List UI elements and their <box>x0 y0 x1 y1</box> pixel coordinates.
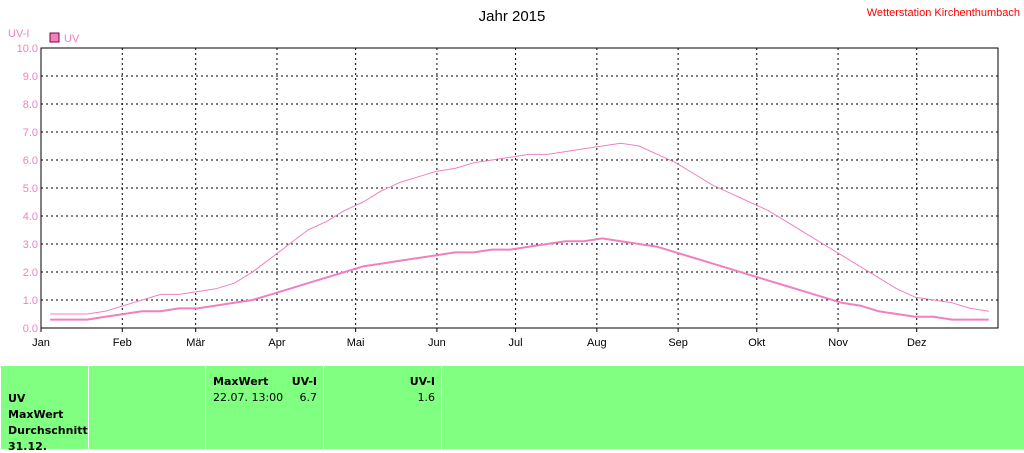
plot-frame <box>40 47 999 329</box>
y-tick-label: 10.0 <box>17 43 38 55</box>
x-ticks: Jan Feb Mär Apr Mai Jun Jul Aug Sep Okt Nov Dez <box>32 328 927 349</box>
y-axis-label: UV-I <box>8 28 29 40</box>
x-tick-label: Nov <box>828 337 848 349</box>
y-tick-label: 9.0 <box>23 71 38 83</box>
y-tick-label: 1.0 <box>23 295 38 307</box>
y-tick-label: 2.0 <box>23 267 38 279</box>
y-tick-label: 7.0 <box>23 127 38 139</box>
table-col-labels: UV MaxWert Durchschnitt 31.12. <box>0 366 88 453</box>
x-tick-label: Mai <box>347 337 365 349</box>
x-tick-label: Jun <box>428 337 446 349</box>
series-lines <box>50 142 989 321</box>
table-col-max: MaxWert UV-I 22.07. 13:00 6.7 <box>205 366 323 449</box>
avg-value: 1.6 <box>417 391 436 404</box>
label-durchschnitt: Durchschnitt <box>8 424 88 437</box>
max-header: MaxWert <box>213 375 269 388</box>
y-tick-label: 6.0 <box>23 155 38 167</box>
table-col-empty <box>88 366 205 449</box>
max-unit: UV-I <box>291 375 317 388</box>
label-uv: UV <box>8 392 26 405</box>
x-tick-label: Okt <box>748 337 765 349</box>
x-tick-label: Jan <box>32 337 50 349</box>
series-line-daily-max <box>50 142 989 315</box>
y-tick-label: 5.0 <box>23 183 38 195</box>
max-value: 6.7 <box>299 391 318 404</box>
y-tick-label: 8.0 <box>23 99 38 111</box>
x-tick-label: Jul <box>509 337 523 349</box>
max-date: 22.07. 13:00 <box>213 391 284 404</box>
series-line-daily-mean <box>50 237 989 321</box>
x-tick-label: Apr <box>268 337 285 349</box>
uv-year-chart: Jahr 2015 Wetterstation Kirchenthumbach … <box>8 7 1020 349</box>
label-maxwert: MaxWert <box>8 408 64 421</box>
legend-entry-uv: UV <box>64 33 80 45</box>
chart-title: Jahr 2015 <box>479 8 546 25</box>
label-date: 31.12. <box>8 440 47 453</box>
table-col-avg: UV-I 1.6 <box>323 366 441 449</box>
table-col-rest <box>441 366 1024 449</box>
avg-unit: UV-I <box>409 375 435 388</box>
x-tick-label: Feb <box>113 337 132 349</box>
station-name: Wetterstation Kirchenthumbach <box>867 7 1020 19</box>
legend-swatch <box>49 32 60 43</box>
x-tick-label: Aug <box>587 337 607 349</box>
x-tick-label: Dez <box>907 337 927 349</box>
y-tick-label: 0.0 <box>23 323 38 335</box>
y-tick-label: 4.0 <box>23 211 38 223</box>
y-tick-label: 3.0 <box>23 239 38 251</box>
y-ticks: 0.0 1.0 2.0 3.0 4.0 5.0 6.0 7.0 8.0 9.0 10.0 <box>17 43 38 335</box>
x-tick-label: Sep <box>668 337 688 349</box>
grid <box>41 48 998 328</box>
x-tick-label: Mär <box>186 337 205 349</box>
